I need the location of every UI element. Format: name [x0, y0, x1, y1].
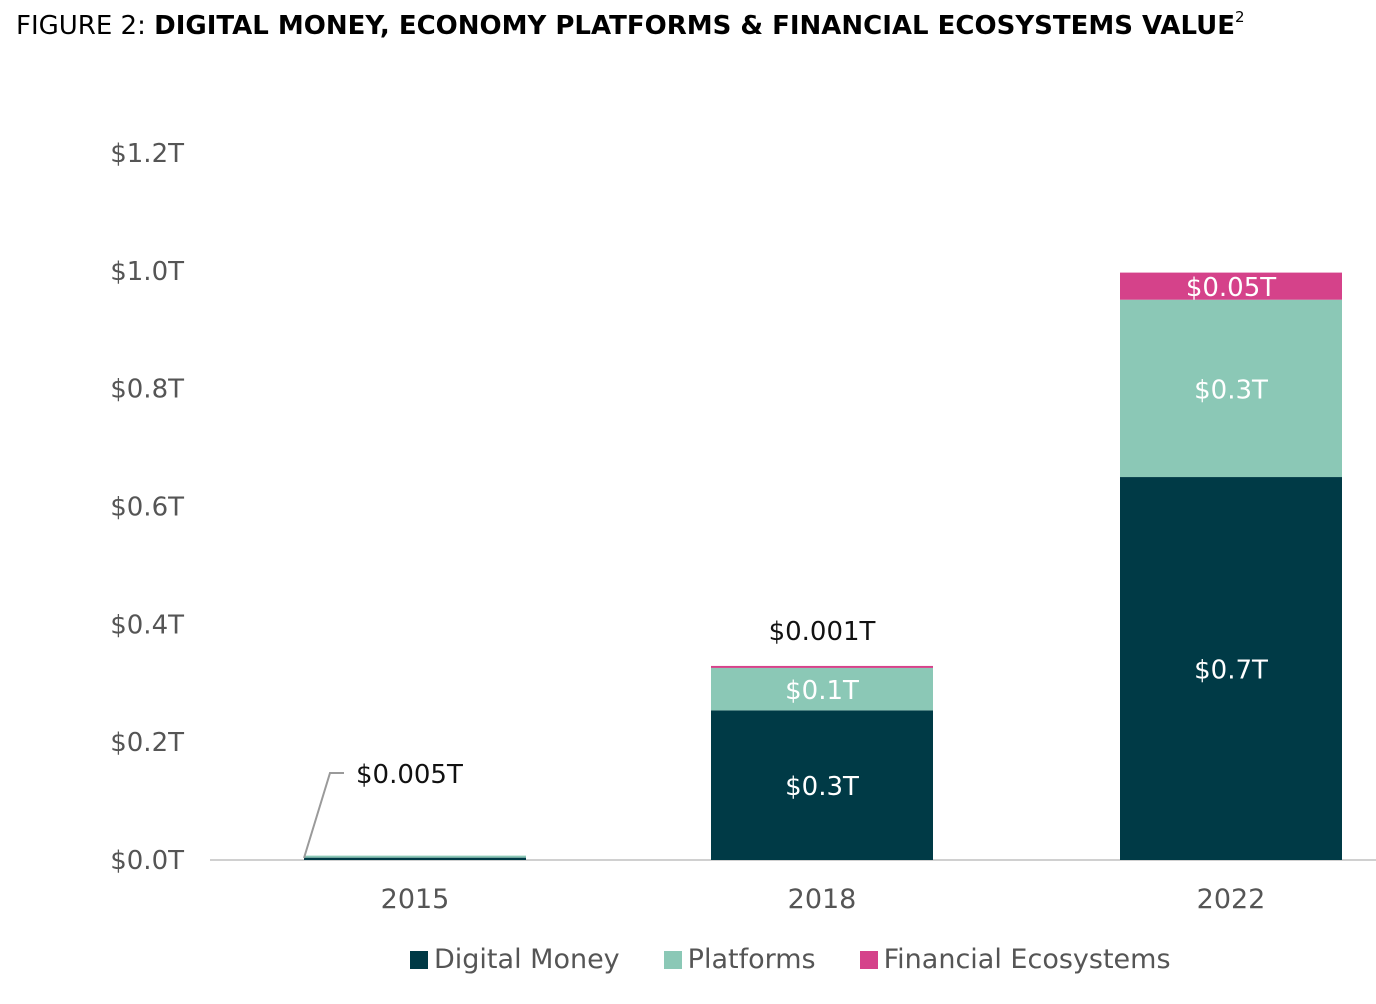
bar-segment-financial-ecosystems — [711, 665, 933, 668]
legend-label: Digital Money — [434, 944, 620, 975]
data-label: $0.1T — [785, 676, 859, 706]
legend-label: Financial Ecosystems — [883, 944, 1171, 975]
y-tick-label: $0.0T — [110, 846, 184, 876]
x-tick-label: 2018 — [788, 884, 857, 915]
bar-segment-financial-ecosystems — [1120, 272, 1342, 300]
figure-number: FIGURE 2: — [16, 11, 146, 41]
data-label: $0.3T — [1194, 375, 1268, 405]
bar-segment-platforms — [711, 667, 933, 711]
y-tick-label: $1.2T — [110, 139, 184, 169]
x-axis: 2015 2018 2022 — [381, 884, 1266, 915]
legend: Digital Money Platforms Financial Ecosyste… — [410, 944, 1171, 975]
x-tick-label: 2022 — [1197, 884, 1266, 915]
legend-item: Financial Ecosystems — [859, 944, 1171, 975]
x-tick-label: 2015 — [381, 884, 450, 915]
bar-segment-platforms — [1120, 299, 1342, 478]
bar-segment-digital-money — [1120, 477, 1342, 860]
y-tick-label: $0.4T — [110, 610, 184, 640]
figure-heading: DIGITAL MONEY, ECONOMY PLATFORMS & FINAN… — [154, 11, 1236, 41]
bar-segment-digital-money — [304, 857, 526, 860]
stacked-bar-chart: $0.0T $0.2T $0.4T $0.6T $0.8T $1.0T $1.2T $0.3… — [110, 139, 1376, 915]
callout-line — [303, 772, 344, 859]
y-tick-label: $1.0T — [110, 257, 184, 287]
annotation-label: $0.001T — [769, 617, 876, 647]
annotations-group: $0.005T $0.001T — [303, 617, 876, 859]
y-tick-label: $0.2T — [110, 728, 184, 758]
data-label: $0.05T — [1186, 273, 1276, 303]
legend-label: Platforms — [687, 944, 816, 975]
y-axis: $0.0T $0.2T $0.4T $0.6T $0.8T $1.0T $1.2T — [110, 139, 184, 876]
bars-group: $0.3T $0.1T $0.7T $0.3T $0.05T — [304, 272, 1342, 860]
legend-item: Platforms — [663, 944, 816, 975]
bar-segment-platforms — [304, 855, 526, 858]
y-tick-label: $0.6T — [110, 493, 184, 523]
bar-segment-digital-money — [711, 710, 933, 860]
legend-swatch — [663, 950, 682, 969]
annotation-label: $0.005T — [356, 760, 463, 790]
figure-title: FIGURE 2: DIGITAL MONEY, ECONOMY PLATFOR… — [16, 8, 1245, 41]
footnote-marker: 2 — [1235, 8, 1245, 26]
legend-swatch — [410, 950, 428, 969]
y-tick-label: $0.8T — [110, 375, 184, 405]
legend-swatch — [859, 950, 878, 969]
data-label: $0.3T — [785, 772, 859, 802]
legend-item: Digital Money — [410, 944, 620, 975]
data-label: $0.7T — [1194, 656, 1268, 686]
